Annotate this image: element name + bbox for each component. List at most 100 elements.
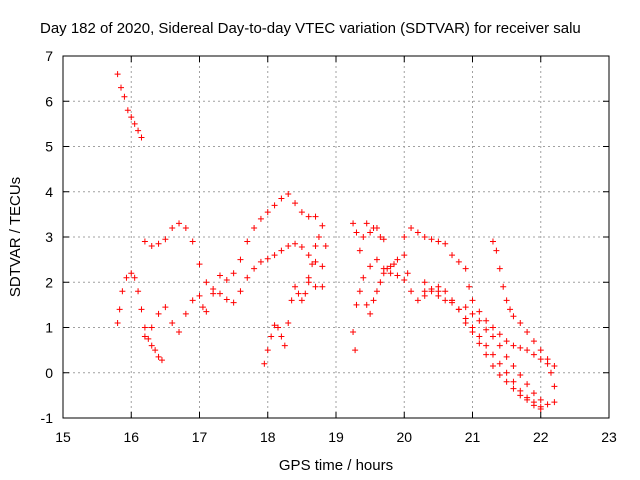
data-point-marker	[496, 265, 503, 272]
data-point-marker	[123, 274, 130, 281]
data-point-marker	[449, 252, 456, 259]
data-point-marker	[507, 306, 514, 313]
data-point-marker	[356, 288, 363, 295]
data-point-marker	[285, 191, 292, 198]
data-point-marker	[401, 252, 408, 259]
data-point-marker	[189, 297, 196, 304]
data-point-marker	[298, 209, 305, 216]
data-point-marker	[322, 243, 329, 250]
data-point-marker	[350, 220, 357, 227]
data-point-marker	[271, 322, 278, 329]
data-point-marker	[428, 286, 435, 293]
data-point-marker	[428, 236, 435, 243]
data-point-marker	[305, 279, 312, 286]
data-point-marker	[353, 301, 360, 308]
data-point-marker	[148, 324, 155, 331]
data-point-marker	[476, 333, 483, 340]
data-point-marker	[503, 369, 510, 376]
data-point-marker	[483, 326, 490, 333]
x-tick-label: 15	[55, 429, 71, 445]
data-point-marker	[261, 360, 268, 367]
data-point-marker	[391, 261, 398, 268]
data-point-marker	[141, 324, 148, 331]
x-tick-label: 19	[328, 429, 344, 445]
data-point-marker	[435, 238, 442, 245]
y-tick-label: 6	[45, 93, 53, 109]
data-point-marker	[547, 369, 554, 376]
data-point-marker	[493, 247, 500, 254]
y-tick-label: 2	[45, 274, 53, 290]
series-arc-l	[489, 238, 558, 390]
data-point-marker	[155, 353, 162, 360]
data-point-marker	[510, 313, 517, 320]
data-point-marker	[135, 288, 142, 295]
data-point-marker	[476, 317, 483, 324]
data-point-marker	[380, 236, 387, 243]
data-point-marker	[373, 288, 380, 295]
data-point-marker	[367, 310, 374, 317]
data-point-marker	[148, 342, 155, 349]
data-point-marker	[216, 290, 223, 297]
data-point-marker	[135, 127, 142, 134]
x-tick-label: 17	[192, 429, 208, 445]
data-point-marker	[551, 362, 558, 369]
data-point-marker	[114, 71, 121, 78]
data-point-marker	[401, 234, 408, 240]
data-point-marker	[223, 296, 230, 303]
data-point-marker	[363, 301, 370, 308]
data-point-marker	[373, 224, 380, 231]
y-tick-label: 3	[45, 229, 53, 245]
data-point-marker	[118, 84, 125, 91]
data-point-marker	[489, 324, 496, 331]
data-point-marker	[503, 297, 510, 304]
data-point-marker	[435, 288, 442, 295]
data-point-marker	[169, 319, 176, 326]
data-point-marker	[503, 338, 510, 345]
data-point-marker	[363, 220, 370, 227]
data-point-marker	[203, 279, 210, 286]
data-point-marker	[462, 265, 469, 272]
data-point-marker	[353, 229, 360, 236]
data-point-marker	[394, 272, 401, 279]
data-point-marker	[176, 220, 183, 227]
data-point-marker	[466, 283, 473, 290]
data-point-marker	[469, 310, 476, 317]
data-point-marker	[278, 333, 285, 340]
data-point-marker	[551, 383, 558, 390]
data-point-marker	[295, 290, 302, 297]
chart-title: Day 182 of 2020, Sidereal Day-to-day VTE…	[40, 20, 581, 37]
data-point-marker	[414, 229, 421, 236]
y-axis-label: SDTVAR / TECUs	[7, 177, 24, 297]
data-point-marker	[264, 209, 271, 216]
x-tick-label: 22	[533, 429, 549, 445]
data-point-marker	[285, 243, 292, 250]
data-point-marker	[251, 224, 258, 231]
data-point-marker	[517, 387, 524, 394]
data-point-marker	[176, 329, 183, 336]
data-point-marker	[298, 297, 305, 304]
data-point-marker	[162, 236, 169, 243]
data-point-marker	[408, 288, 415, 295]
grid-lines	[63, 56, 609, 418]
data-point-marker	[469, 297, 476, 304]
data-point-marker	[271, 252, 278, 259]
data-point-marker	[503, 353, 510, 360]
series-arc-d	[141, 191, 329, 340]
data-point-marker	[148, 243, 155, 250]
data-markers	[114, 71, 558, 412]
data-point-marker	[455, 306, 462, 313]
data-point-marker	[544, 356, 551, 363]
data-point-marker	[421, 288, 428, 295]
data-point-marker	[530, 390, 537, 397]
data-point-marker	[462, 304, 469, 311]
data-point-marker	[216, 272, 223, 279]
data-point-marker	[489, 362, 496, 369]
data-point-marker	[496, 372, 503, 379]
data-point-marker	[116, 306, 123, 313]
data-point-marker	[483, 351, 490, 358]
data-point-marker	[449, 297, 456, 304]
data-point-marker	[483, 317, 490, 324]
data-point-marker	[510, 362, 517, 369]
data-point-marker	[500, 283, 507, 290]
data-point-marker	[442, 240, 449, 247]
